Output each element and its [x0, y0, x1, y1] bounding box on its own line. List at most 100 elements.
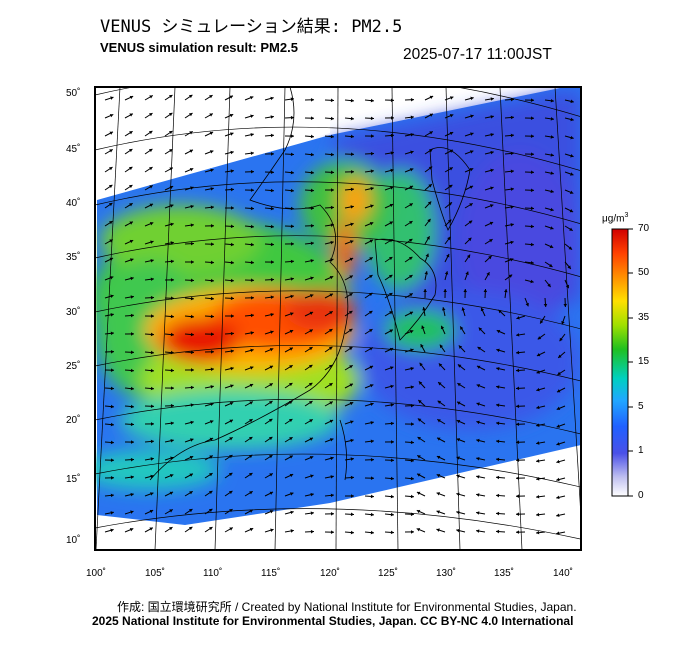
wind-arrow-head: [170, 421, 174, 426]
wind-arrow-head: [448, 202, 452, 206]
wind-arrow-head: [110, 404, 114, 409]
wind-arrow-head: [290, 170, 294, 175]
wind-arrow-head: [190, 296, 194, 301]
wind-arrow-head: [270, 528, 274, 532]
wind-arrow-head: [330, 475, 334, 479]
wind-arrow-head: [496, 348, 500, 353]
wind-arrow-head: [110, 313, 114, 317]
wind-arrow-head: [570, 154, 574, 158]
wind-arrow-head: [417, 473, 421, 477]
wind-arrow-head: [169, 204, 174, 208]
wind-arrow-head: [230, 296, 234, 301]
wind-arrow-head: [369, 257, 373, 261]
wind-arrow-head: [408, 256, 413, 261]
wind-arrow-head: [530, 152, 534, 157]
wind-arrow-head: [416, 509, 421, 514]
wind-arrow-head: [329, 401, 333, 405]
wind-arrow-head: [188, 526, 193, 531]
wind-arrow-head: [230, 187, 234, 192]
wind-arrow-head: [457, 383, 461, 387]
wind-arrow-head: [469, 150, 474, 154]
wind-arrow-head: [189, 509, 193, 513]
wind-arrow-head: [496, 529, 500, 534]
wind-arrow-head: [390, 458, 394, 463]
wind-arrow-head: [536, 405, 540, 410]
wind-arrow-head: [449, 96, 454, 100]
wind-arrow-head: [476, 511, 480, 515]
wind-arrow-head: [109, 239, 113, 243]
wind-arrow-head: [436, 492, 441, 496]
wind-arrow-head: [486, 272, 490, 276]
wind-arrow-head: [309, 455, 314, 460]
wind-arrow-head: [516, 494, 520, 498]
wind-arrow-head: [349, 347, 353, 351]
wind-arrow-head: [170, 314, 174, 319]
wind-arrow-head: [370, 421, 374, 425]
coastline-japan: [374, 238, 437, 341]
wind-arrow-head: [389, 203, 394, 208]
wind-arrow-head: [150, 492, 154, 496]
wind-arrow-head: [456, 528, 460, 533]
wind-arrow-head: [370, 530, 374, 535]
wind-arrow-head: [109, 131, 113, 135]
wind-arrow-head: [550, 117, 554, 121]
wind-arrow-head: [426, 236, 430, 240]
wind-arrow-head: [110, 331, 114, 336]
wind-arrow-head: [290, 294, 294, 299]
wind-arrow-head: [190, 260, 194, 264]
wind-arrow-head: [565, 284, 570, 289]
wind-arrow-head: [250, 132, 254, 137]
wind-arrow-head: [188, 94, 193, 99]
wind-arrow-head: [309, 401, 313, 405]
wind-arrow-head: [269, 348, 274, 352]
wind-arrow-head: [329, 329, 333, 333]
wind-arrow-head: [269, 365, 274, 369]
wind-arrow-head: [150, 457, 154, 461]
wind-arrow-head: [410, 97, 414, 102]
wind-arrow-head: [130, 258, 134, 262]
wind-arrow-head: [390, 530, 394, 535]
wind-arrow-head: [288, 418, 293, 423]
wind-arrow-head: [310, 529, 314, 534]
wind-arrow-head: [269, 510, 274, 514]
wind-arrow-head: [350, 457, 354, 461]
wind-arrow-head: [268, 418, 273, 423]
wind-arrow-head: [209, 527, 213, 531]
wind-arrow-head: [550, 171, 554, 175]
wind-arrow-head: [418, 399, 422, 404]
wind-arrow-head: [463, 289, 468, 293]
wind-arrow-head: [389, 239, 393, 243]
wind-arrow-head: [129, 221, 133, 225]
wind-arrow-head: [388, 257, 393, 261]
wind-arrow-head: [510, 223, 514, 227]
wind-arrow-head: [109, 257, 114, 261]
wind-arrow-head: [150, 422, 154, 426]
wind-arrow-head: [229, 95, 233, 99]
longitude-labels: 100˚ 105˚ 110˚ 115˚ 120˚ 125˚ 130˚ 135˚ …: [86, 567, 573, 579]
wind-arrow-head: [447, 219, 452, 223]
wind-arrow-head: [190, 332, 194, 337]
wind-arrow-head: [443, 289, 447, 293]
lat-label: 15˚: [66, 473, 80, 485]
wind-arrow-head: [530, 260, 534, 265]
lat-label: 50˚: [66, 87, 80, 99]
wind-arrow-head: [210, 385, 214, 389]
wind-arrow-head: [190, 223, 194, 227]
wind-arrow-head: [130, 276, 134, 281]
wind-arrow-head: [230, 314, 234, 318]
wind-arrow-head: [210, 205, 214, 210]
wind-arrow-head: [390, 168, 394, 173]
wind-arrow-head: [110, 386, 114, 391]
wind-arrow-head: [390, 476, 394, 481]
wind-arrow-head: [369, 239, 374, 243]
wind-arrow-head: [350, 420, 354, 424]
wind-arrow-head: [421, 325, 425, 329]
wind-arrow-head: [210, 278, 214, 283]
wind-arrow-head: [530, 170, 534, 175]
wind-arrow-head: [537, 336, 542, 340]
wind-arrow-head: [109, 149, 113, 153]
wind-arrow-head: [457, 401, 461, 405]
wind-arrow-head: [422, 307, 426, 311]
wind-arrow-head: [536, 441, 540, 445]
